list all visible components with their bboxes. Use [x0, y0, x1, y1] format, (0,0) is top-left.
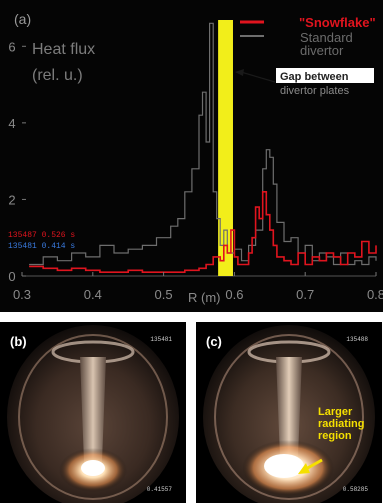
panel-label: (a): [14, 11, 31, 27]
gap-arrow: [240, 71, 276, 83]
gap-label-line2: divertor plates: [280, 85, 350, 97]
time-label-c: 0.58285: [342, 486, 368, 493]
x-tick-label: 0.5: [155, 287, 173, 302]
time-label-b: 0.41557: [146, 486, 172, 493]
plasma-image-b: [0, 322, 186, 503]
x-tick-label: 0.8: [367, 287, 383, 302]
shot-id-c: 135488: [346, 336, 368, 343]
legend-label-standard-line1: Standard: [300, 30, 353, 45]
shot-annotation-standard: 135481 0.414 s: [8, 242, 75, 251]
series-line-standard: [29, 22, 377, 266]
y-tick-label: 0: [8, 269, 15, 284]
radiating-region-label-line2: radiating: [318, 418, 365, 430]
panel-label-c: (c): [206, 334, 222, 349]
plasma-image-c: [196, 322, 382, 503]
gap-arrow-head: [234, 69, 244, 76]
shot-annotation-snowflake: 135487 0.526 s: [8, 231, 75, 240]
radiating-region-arrow-head: [298, 463, 310, 474]
gap-label-box: [276, 68, 374, 83]
gap-label-line1: Gap between: [280, 71, 349, 83]
legend-label-snowflake: "Snowflake": [299, 15, 376, 30]
x-axis-label: R (m): [188, 290, 221, 305]
panel-label-b: (b): [10, 334, 27, 349]
heat-flux-chart: 0.3 0.4 0.5 0.6 0.7 0.8 0 2 4 6 (a) Heat flux (re…: [8, 11, 383, 305]
legend-label-standard-line2: divertor: [300, 43, 344, 58]
gap-region: [218, 20, 233, 276]
x-tick-label: 0.3: [13, 287, 31, 302]
x-tick-label: 0.4: [84, 287, 102, 302]
radiating-region-label-line3: region: [318, 430, 352, 442]
x-tick-label: 0.7: [296, 287, 314, 302]
y-tick-label: 4: [8, 116, 15, 131]
camera-image-snowflake: (c) 135488 Larger radiating region 0.582…: [196, 322, 382, 503]
shot-id-b: 135481: [150, 336, 172, 343]
camera-image-standard: (b) 135481 0.41557: [0, 322, 186, 503]
y-axis-label-line2: (rel. u.): [32, 67, 83, 84]
heat-flux-chart-panel: 0.3 0.4 0.5 0.6 0.7 0.8 0 2 4 6 (a) Heat flux (re…: [0, 0, 383, 312]
y-tick-label: 2: [8, 192, 15, 207]
y-tick-label: 6: [8, 39, 15, 54]
y-axis-label-line1: Heat flux: [32, 41, 95, 58]
x-tick-label: 0.6: [225, 287, 243, 302]
radiating-region-label-line1: Larger: [318, 406, 353, 418]
series-line-snowflake: [29, 191, 377, 273]
